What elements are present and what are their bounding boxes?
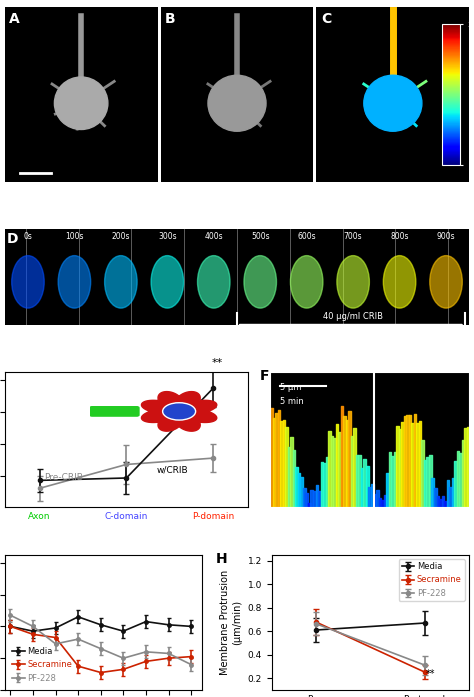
Ellipse shape [383, 256, 416, 308]
Ellipse shape [337, 256, 369, 308]
Text: A: A [9, 13, 20, 26]
Ellipse shape [12, 256, 44, 308]
Ellipse shape [364, 75, 422, 131]
Title: GFP-wGBD: GFP-wGBD [52, 0, 110, 6]
Text: 800s: 800s [390, 232, 409, 241]
Text: 5 μm: 5 μm [280, 383, 301, 392]
Text: C: C [321, 13, 331, 26]
Y-axis label: Membrane Protrusion
(μm/min): Membrane Protrusion (μm/min) [220, 569, 242, 675]
Ellipse shape [198, 256, 230, 308]
Title: TMR-D: TMR-D [219, 0, 255, 6]
Legend: Media, Secramine, PF-228: Media, Secramine, PF-228 [399, 559, 465, 601]
Ellipse shape [55, 77, 108, 130]
Legend: Media, Secramine, PF-228: Media, Secramine, PF-228 [9, 644, 75, 686]
Text: w/CRIB: w/CRIB [157, 466, 189, 475]
Text: 5 min: 5 min [280, 397, 304, 406]
Text: 400s: 400s [204, 232, 223, 241]
Text: F: F [260, 369, 270, 383]
Text: 300s: 300s [158, 232, 177, 241]
Text: H: H [216, 552, 228, 566]
Text: 600s: 600s [297, 232, 316, 241]
Text: B: B [165, 13, 176, 26]
Text: 500s: 500s [251, 232, 270, 241]
Text: D: D [7, 232, 18, 246]
Text: **: ** [426, 669, 436, 679]
Ellipse shape [105, 256, 137, 308]
Text: 200s: 200s [111, 232, 130, 241]
Ellipse shape [430, 256, 462, 308]
Ellipse shape [208, 75, 266, 131]
Text: **: ** [212, 358, 223, 368]
Ellipse shape [244, 256, 276, 308]
Ellipse shape [151, 256, 183, 308]
Text: 100s: 100s [65, 232, 84, 241]
Ellipse shape [58, 256, 91, 308]
Text: 700s: 700s [344, 232, 363, 241]
Text: 900s: 900s [437, 232, 456, 241]
Text: 40 μg/ml CRIB: 40 μg/ml CRIB [323, 312, 383, 321]
Ellipse shape [291, 256, 323, 308]
Text: Pre-CRIB: Pre-CRIB [44, 473, 83, 482]
Text: 0s: 0s [24, 232, 32, 241]
